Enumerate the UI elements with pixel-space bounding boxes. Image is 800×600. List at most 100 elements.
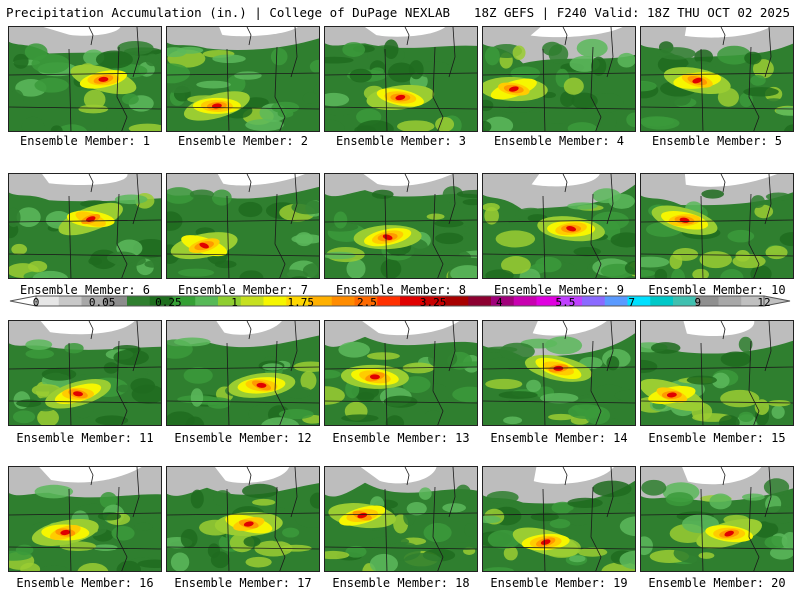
ensemble-member-label: Ensemble Member: 8 [335, 283, 467, 297]
precip-map [325, 27, 477, 131]
ensemble-map-panel [324, 320, 478, 426]
colorbar-swatch [673, 296, 697, 306]
ensemble-member-label: Ensemble Member: 20 [648, 576, 786, 590]
ensemble-map-panel [324, 466, 478, 572]
colorbar-swatch [354, 296, 378, 306]
colorbar-swatch [36, 296, 60, 306]
ensemble-map-panel [640, 466, 794, 572]
ensemble-map-panel [482, 466, 636, 572]
precip-map [483, 27, 635, 131]
ensemble-member-label: Ensemble Member: 16 [16, 576, 154, 590]
colorbar-swatch [718, 296, 742, 306]
colorbar-swatch [604, 296, 628, 306]
ensemble-map-panel [166, 320, 320, 426]
precip-map [9, 174, 161, 278]
ensemble-map-panel [8, 466, 162, 572]
ensemble-member-label: Ensemble Member: 17 [174, 576, 312, 590]
colorbar-swatch [195, 296, 219, 306]
precip-map [483, 321, 635, 425]
ensemble-member-label: Ensemble Member: 18 [332, 576, 470, 590]
precip-map [483, 467, 635, 571]
colorbar-swatch [309, 296, 333, 306]
ensemble-member-label: Ensemble Member: 2 [177, 134, 309, 148]
colorbar-swatch [218, 296, 242, 306]
colorbar-tick-label: 0.25 [155, 296, 182, 309]
colorbar-swatch [104, 296, 128, 306]
precip-map [167, 467, 319, 571]
precip-map [641, 27, 793, 131]
ensemble-member-label: Ensemble Member: 3 [335, 134, 467, 148]
ensemble-map-panel [640, 320, 794, 426]
colorbar-swatch [58, 296, 82, 306]
colorbar-swatch [695, 296, 719, 306]
colorbar-tick-label: 3.25 [419, 296, 447, 309]
colorbar-swatch [422, 296, 446, 306]
precip-map [483, 174, 635, 278]
ensemble-member-label: Ensemble Member: 5 [651, 134, 783, 148]
ensemble-member-label: Ensemble Member: 12 [174, 431, 312, 445]
header-bar: Precipitation Accumulation (in.) | Colle… [0, 0, 800, 24]
colorbar-swatch [377, 296, 401, 306]
ensemble-map-panel [640, 173, 794, 279]
colorbar-swatch [240, 296, 264, 306]
ensemble-map-panel [166, 466, 320, 572]
ensemble-member-label: Ensemble Member: 9 [493, 283, 625, 297]
precip-map [641, 321, 793, 425]
colorbar-swatch [172, 296, 196, 306]
map-title: Precipitation Accumulation (in.) | Colle… [6, 5, 451, 20]
ensemble-map-panel [166, 173, 320, 279]
ensemble-member-label: Ensemble Member: 11 [16, 431, 154, 445]
colorbar-tick-label: 1.75 [287, 296, 314, 309]
colorbar-tick-label: 7 [628, 296, 635, 309]
ensemble-member-label: Ensemble Member: 7 [177, 283, 309, 297]
ensemble-member-label: Ensemble Member: 13 [332, 431, 470, 445]
ensemble-member-label: Ensemble Member: 1 [19, 134, 151, 148]
ensemble-map-panel [640, 26, 794, 132]
colorbar-swatch [491, 296, 515, 306]
colorbar-swatch [286, 296, 310, 306]
precip-map [167, 321, 319, 425]
colorbar-tick-label: 1 [231, 296, 238, 309]
colorbar-swatch [468, 296, 492, 306]
ensemble-map-panel [482, 26, 636, 132]
ensemble-map-panel [8, 320, 162, 426]
ensemble-member-label: Ensemble Member: 14 [490, 431, 628, 445]
colorbar-tick-label: 0 [32, 296, 40, 309]
colorbar-swatch [536, 296, 560, 306]
colorbar-swatch [741, 296, 765, 306]
ensemble-map-panel [166, 26, 320, 132]
colorbar-swatch [513, 296, 537, 306]
colorbar-swatch [331, 296, 355, 306]
colorbar-swatch [400, 296, 424, 306]
colorbar-swatch [81, 296, 105, 306]
precip-map [167, 27, 319, 131]
colorbar-swatch [627, 296, 651, 306]
ensemble-member-label: Ensemble Member: 6 [19, 283, 151, 297]
color-scale-bar [9, 295, 791, 307]
colorbar-tick-label: 0.05 [88, 296, 116, 309]
colorbar-swatch [263, 296, 287, 306]
colorbar-swatch [445, 296, 469, 306]
ensemble-map-panel [482, 173, 636, 279]
valid-time: 18Z GEFS | F240 Valid: 18Z THU OCT 02 20… [473, 5, 790, 20]
precip-map [325, 321, 477, 425]
precip-map [9, 321, 161, 425]
colorbar-tick-label: 2.5 [356, 296, 377, 309]
precip-map [325, 467, 477, 571]
colorbar-swatch [582, 296, 606, 306]
ensemble-map-panel [8, 173, 162, 279]
ensemble-map-panel [482, 320, 636, 426]
colorbar-tick-label: 4 [495, 296, 503, 309]
colorbar-swatch [149, 296, 173, 306]
ensemble-map-panel [324, 26, 478, 132]
ensemble-map-panel [8, 26, 162, 132]
colorbar-tick-label: 12 [757, 296, 771, 309]
precip-map [641, 174, 793, 278]
colorbar-outline [35, 295, 765, 307]
precip-map [9, 467, 161, 571]
ensemble-member-label: Ensemble Member: 10 [648, 283, 786, 297]
precip-map [9, 27, 161, 131]
ensemble-member-label: Ensemble Member: 19 [490, 576, 628, 590]
precip-map [641, 467, 793, 571]
ensemble-member-label: Ensemble Member: 4 [493, 134, 625, 148]
